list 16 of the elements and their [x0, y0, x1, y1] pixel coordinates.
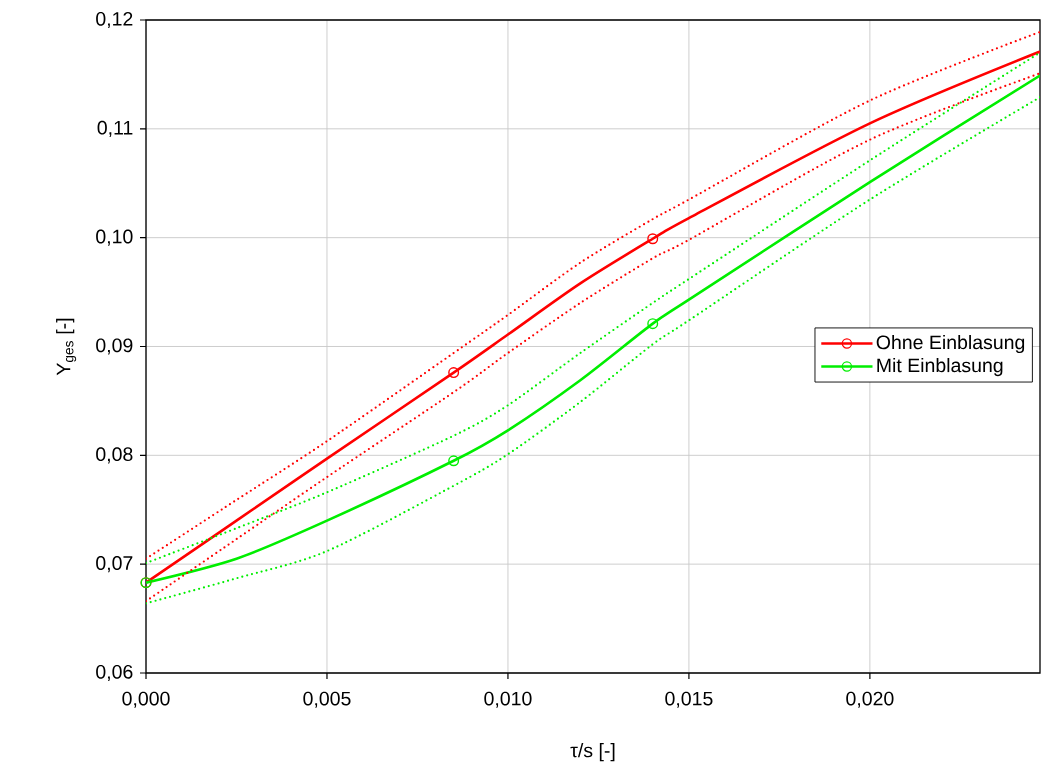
- x-axis-title: τ/s [-]: [570, 742, 615, 762]
- y-tick-label: 0,11: [97, 120, 133, 137]
- y-tick-label: 0,08: [96, 447, 133, 464]
- x-tick-label: 0,000: [122, 691, 170, 708]
- x-tick-label: 0,010: [484, 691, 532, 708]
- legend-label: Mit Einblasung: [877, 357, 1003, 377]
- y-tick-label: 0,06: [96, 664, 133, 682]
- y-tick-label: 0,12: [96, 11, 133, 29]
- y-tick-label: 0,10: [96, 229, 133, 246]
- legend-label: Ohne Einblasung: [876, 334, 1025, 354]
- y-tick-label: 0,07: [96, 556, 133, 573]
- y-tick-label: 0,09: [96, 338, 133, 355]
- x-tick-label: 0,005: [303, 691, 351, 708]
- x-tick-label: 0,020: [846, 691, 894, 708]
- x-tick-label: 0,015: [665, 691, 713, 708]
- y-axis-title: Y$_{ges}$ [-]: [56, 318, 77, 376]
